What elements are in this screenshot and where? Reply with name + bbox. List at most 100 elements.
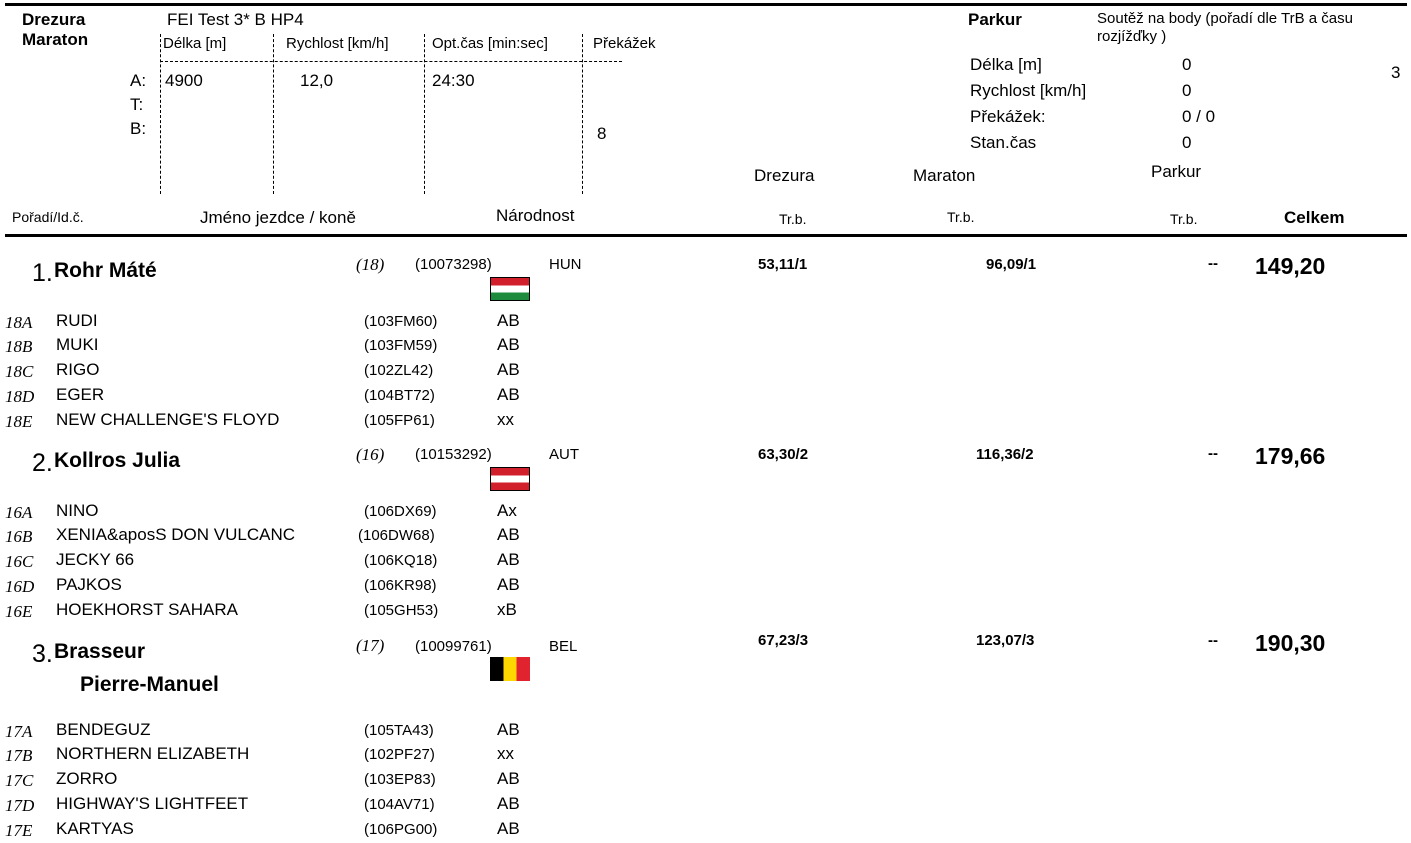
horse-flag: AB [497,575,520,594]
parkur-delka-label: Délka [m] [970,55,1042,74]
th-celkem: Celkem [1284,208,1345,227]
header-rule [5,234,1407,237]
parkur-stancas-value: 0 [1182,133,1192,152]
horse-flag: AB [497,720,520,739]
nation: AUT [549,446,579,463]
horse-flag: AB [497,794,520,813]
horse-flag: AB [497,360,520,379]
top-rule [5,3,1407,6]
col-optcas: Opt.čas [min:sec] [432,35,548,52]
a-rychlost: 12,0 [300,71,334,90]
divider [273,34,274,194]
horse-code: 18C [5,362,34,381]
rider-id: (10073298) [415,256,492,273]
horse-id: (105FP61) [364,412,435,429]
horse-id: (105GH53) [364,602,439,619]
horse-name: NINO [56,501,99,520]
horse-code: 16A [5,503,33,522]
th-trb-parkur: Tr.b. [1170,211,1198,227]
rank: 3. [32,640,53,668]
divider [424,34,425,194]
austria-flag-icon [490,467,530,491]
parkur-rychlost-label: Rychlost [km/h] [970,81,1087,100]
horse-name: MUKI [56,335,99,354]
col-maraton: Maraton [913,166,976,185]
parkur-score: -- [1208,255,1218,272]
horse-code: 18A [5,313,33,332]
horse-id: (103FM59) [364,337,438,354]
th-narodnost: Národnost [496,206,575,225]
row-a-label: A: [130,71,147,90]
th-jmeno: Jméno jezdce / koně [200,208,356,227]
horse-id: (104BT72) [364,387,435,404]
horse-code: 17C [5,771,34,790]
horse-code: 16E [5,602,33,621]
horse-name: ZORRO [56,769,118,788]
parkur-prekazek-value: 0 / 0 [1182,107,1216,126]
horse-flag: xB [497,600,517,619]
horse-flag: xx [497,744,514,763]
horse-flag: AB [497,311,520,330]
drezura-label: Drezura [22,10,86,29]
horse-code: 16D [5,577,35,596]
hungary-flag-icon [490,277,530,301]
horse-id: (106PG00) [364,821,438,838]
horse-id: (102ZL42) [364,362,434,379]
horse-code: 17D [5,796,35,815]
col-parkur: Parkur [1151,162,1202,181]
horse-id: (106DX69) [364,503,437,520]
maraton-score: 123,07/3 [976,632,1035,649]
horse-name: PAJKOS [56,575,122,594]
horse-code: 18E [5,412,33,431]
divider [160,61,622,62]
parkur-rychlost-value: 0 [1182,81,1192,100]
a-delka: 4900 [165,71,203,90]
horse-code: 17A [5,722,33,741]
col-delka: Délka [m] [163,35,227,52]
horse-flag: AB [497,550,520,569]
start-number: (17) [356,636,385,655]
th-trb-drezura: Tr.b. [779,211,807,227]
parkur-stancas-label: Stan.čas [970,133,1037,152]
test-name: FEI Test 3* B HP4 [167,10,304,29]
rank: 1. [32,259,53,287]
rider-id: (10099761) [415,638,492,655]
rider-name-line1: Brasseur [54,640,146,663]
rider-name-line2: Pierre-Manuel [80,673,219,696]
horse-name: KARTYAS [56,819,134,838]
horse-name: NEW CHALLENGE'S FLOYD [56,410,280,429]
horse-name: HIGHWAY'S LIGHTFEET [56,794,249,813]
total-score: 149,20 [1255,253,1326,279]
horse-id: (106KQ18) [364,552,438,569]
horse-code: 17E [5,821,33,840]
horse-name: RIGO [56,360,100,379]
horse-name: BENDEGUZ [56,720,151,739]
horse-flag: xx [497,410,514,429]
th-poradi: Pořadí/Id.č. [12,209,84,225]
parkur-delka-value: 0 [1182,55,1192,74]
start-number: (18) [356,255,385,274]
horse-flag: AB [497,335,520,354]
horse-name: EGER [56,385,105,404]
horse-flag: AB [497,385,520,404]
horse-code: 16C [5,552,34,571]
divider [582,34,583,194]
rider-name: Rohr Máté [54,259,157,282]
drezura-score: 53,11/1 [758,256,808,273]
horse-flag: AB [497,525,520,544]
prekazek-value: 8 [597,124,607,143]
a-optcas: 24:30 [432,71,475,90]
drezura-score: 63,30/2 [758,446,809,463]
belgium-flag-icon [490,657,530,681]
maraton-score: 96,09/1 [986,256,1037,273]
horse-code: 18B [5,337,33,356]
col-rychlost: Rychlost [km/h] [286,35,389,52]
rider-id: (10153292) [415,446,492,463]
horse-id: (102PF27) [364,746,435,763]
start-number: (16) [356,445,385,464]
maraton-score: 116,36/2 [976,446,1034,463]
row-t-label: T: [130,95,144,114]
horse-flag: AB [497,769,520,788]
horse-id: (103EP83) [364,771,436,788]
horse-id: (106KR98) [364,577,437,594]
